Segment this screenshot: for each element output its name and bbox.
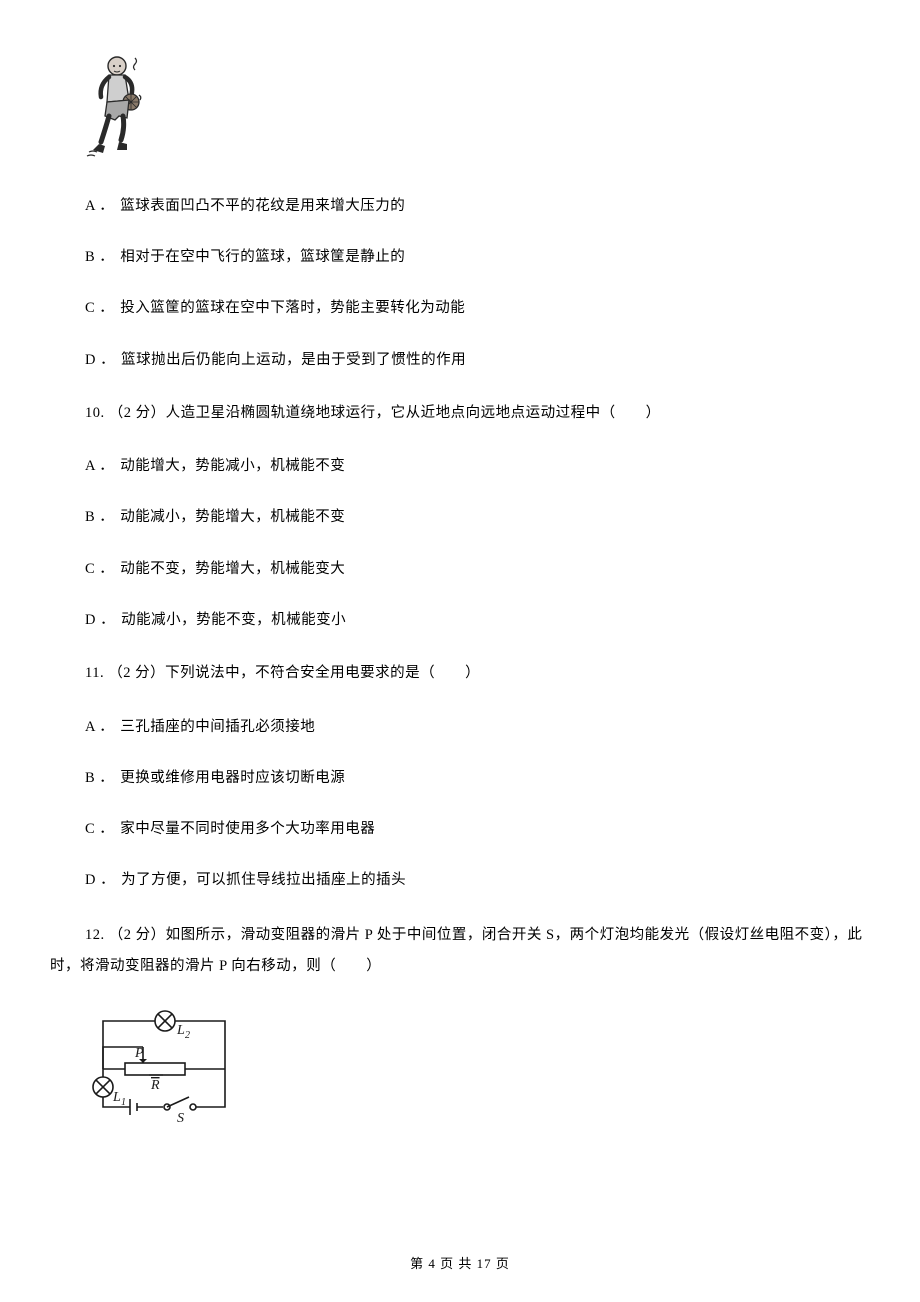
svg-text:S: S [177, 1111, 184, 1124]
option-text: 为了方便，可以抓住导线拉出插座上的插头 [121, 872, 406, 888]
option-text: 动能增大，势能减小，机械能不变 [120, 458, 345, 474]
option-text: 家中尽量不同时使用多个大功率用电器 [120, 821, 375, 837]
option-letter: D ． [85, 352, 115, 368]
option-11-d: D ． 为了方便，可以抓住导线拉出插座上的插头 [85, 869, 870, 892]
svg-text:L: L [112, 1090, 121, 1105]
question-12-stem: 12. （2 分）如图所示，滑动变阻器的滑片 P 处于中间位置，闭合开关 S，两… [50, 920, 870, 981]
option-text: 三孔插座的中间插孔必须接地 [120, 719, 315, 735]
option-letter: D ． [85, 612, 115, 628]
option-11-c: C ． 家中尽量不同时使用多个大功率用电器 [85, 818, 870, 841]
option-pre-a: A ． 篮球表面凹凸不平的花纹是用来增大压力的 [85, 195, 870, 218]
figure-basketball-player [85, 50, 870, 165]
page-footer: 第 4 页 共 17 页 [0, 1253, 920, 1272]
option-letter: D ． [85, 872, 115, 888]
option-letter: A ． [85, 719, 114, 735]
option-letter: C ． [85, 300, 114, 316]
option-11-b: B ． 更换或维修用电器时应该切断电源 [85, 767, 870, 790]
option-text: 相对于在空中飞行的篮球，篮球筐是静止的 [120, 249, 405, 265]
option-10-d: D ． 动能减小，势能不变，机械能变小 [85, 609, 870, 632]
circuit-icon: L 2 P R L 1 S [85, 1009, 240, 1124]
question-text: 12. （2 分）如图所示，滑动变阻器的滑片 P 处于中间位置，闭合开关 S，两… [50, 927, 862, 973]
svg-text:R: R [150, 1078, 160, 1093]
option-text: 动能不变，势能增大，机械能变大 [120, 561, 345, 577]
option-pre-c: C ． 投入篮筐的篮球在空中下落时，势能主要转化为动能 [85, 297, 870, 320]
question-11-stem: 11. （2 分）下列说法中，不符合安全用电要求的是（ ） [85, 660, 870, 688]
question-10-stem: 10. （2 分）人造卫星沿椭圆轨道绕地球运行，它从近地点向远地点运动过程中（ … [85, 400, 870, 428]
option-letter: A ． [85, 458, 114, 474]
footer-text: 第 4 页 共 17 页 [410, 1256, 510, 1271]
option-10-c: C ． 动能不变，势能增大，机械能变大 [85, 558, 870, 581]
option-text: 篮球表面凹凸不平的花纹是用来增大压力的 [120, 198, 405, 214]
option-pre-b: B ． 相对于在空中飞行的篮球，篮球筐是静止的 [85, 246, 870, 269]
option-text: 篮球抛出后仍能向上运动，是由于受到了惯性的作用 [121, 352, 466, 368]
option-letter: B ． [85, 770, 114, 786]
option-letter: C ． [85, 561, 114, 577]
option-11-a: A ． 三孔插座的中间插孔必须接地 [85, 716, 870, 739]
svg-text:2: 2 [185, 1030, 190, 1041]
svg-text:P: P [134, 1046, 144, 1061]
svg-text:L: L [176, 1023, 185, 1038]
option-letter: A ． [85, 198, 114, 214]
option-letter: C ． [85, 821, 114, 837]
svg-text:1: 1 [121, 1097, 126, 1108]
question-text: 10. （2 分）人造卫星沿椭圆轨道绕地球运行，它从近地点向远地点运动过程中（ … [85, 405, 661, 421]
option-10-a: A ． 动能增大，势能减小，机械能不变 [85, 455, 870, 478]
option-text: 动能减小，势能不变，机械能变小 [121, 612, 346, 628]
figure-circuit-diagram: L 2 P R L 1 S [85, 1009, 870, 1129]
option-text: 动能减小，势能增大，机械能不变 [120, 509, 345, 525]
question-text: 11. （2 分）下列说法中，不符合安全用电要求的是（ ） [85, 665, 480, 681]
page-root: A ． 篮球表面凹凸不平的花纹是用来增大压力的 B ． 相对于在空中飞行的篮球，篮球… [0, 0, 920, 1302]
option-pre-d: D ． 篮球抛出后仍能向上运动，是由于受到了惯性的作用 [85, 349, 870, 372]
option-letter: B ． [85, 509, 114, 525]
option-letter: B ． [85, 249, 114, 265]
option-text: 投入篮筐的篮球在空中下落时，势能主要转化为动能 [120, 300, 465, 316]
option-10-b: B ． 动能减小，势能增大，机械能不变 [85, 506, 870, 529]
option-text: 更换或维修用电器时应该切断电源 [120, 770, 345, 786]
basketball-player-icon [85, 50, 155, 160]
